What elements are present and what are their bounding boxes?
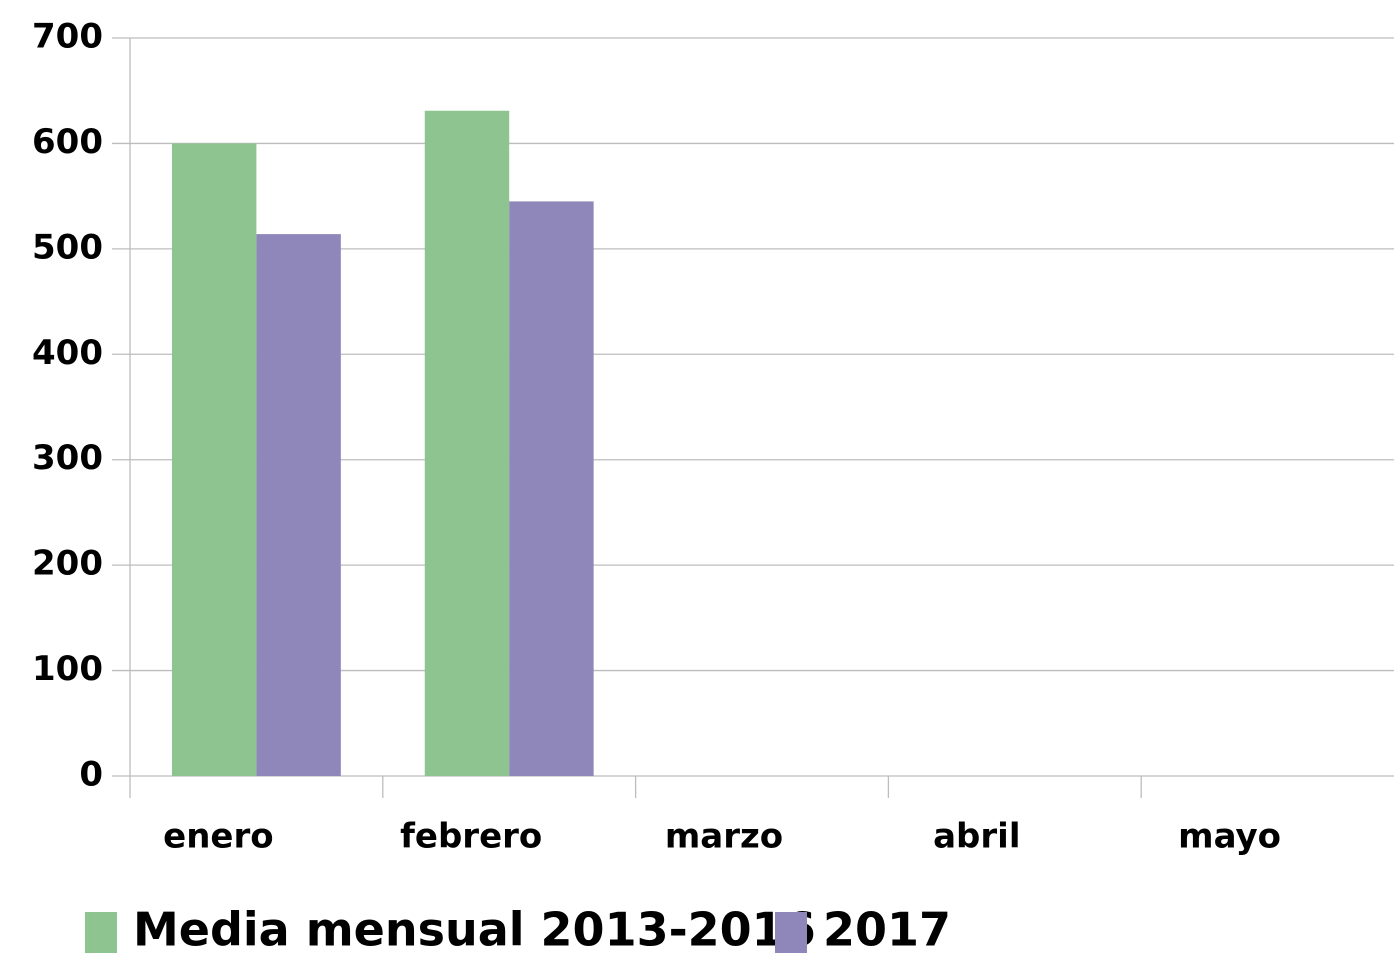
bar bbox=[171, 143, 257, 776]
bar bbox=[509, 201, 594, 776]
x-tick-label: mayo bbox=[1178, 817, 1281, 857]
legend-swatch bbox=[775, 912, 807, 953]
bar bbox=[424, 110, 510, 776]
y-tick-label: 700 bbox=[32, 17, 103, 57]
y-tick-label: 400 bbox=[32, 333, 103, 373]
y-tick-label: 100 bbox=[32, 649, 103, 689]
legend-swatch bbox=[85, 912, 117, 953]
y-tick-label: 300 bbox=[32, 438, 103, 478]
y-tick-label: 200 bbox=[32, 544, 103, 584]
x-tick-label: abril bbox=[933, 817, 1020, 857]
x-tick-label: febrero bbox=[400, 817, 542, 857]
y-tick-label: 0 bbox=[79, 755, 103, 795]
y-tick-label: 500 bbox=[32, 227, 103, 267]
y-tick-label: 600 bbox=[32, 122, 103, 162]
bar bbox=[256, 234, 341, 776]
legend-label: Media mensual 2013-2016 bbox=[133, 903, 816, 955]
x-tick-label: enero bbox=[163, 817, 273, 857]
x-tick-label: marzo bbox=[665, 817, 783, 857]
legend-label: 2017 bbox=[823, 903, 951, 955]
